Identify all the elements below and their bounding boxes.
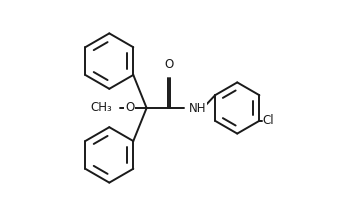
Text: Cl: Cl xyxy=(262,114,273,127)
Text: O: O xyxy=(164,58,174,71)
Text: NH: NH xyxy=(189,102,206,115)
Text: methoxy: methoxy xyxy=(108,107,115,109)
Text: O: O xyxy=(125,102,134,114)
Text: CH₃: CH₃ xyxy=(91,102,113,114)
Text: methoxy: methoxy xyxy=(110,107,116,109)
